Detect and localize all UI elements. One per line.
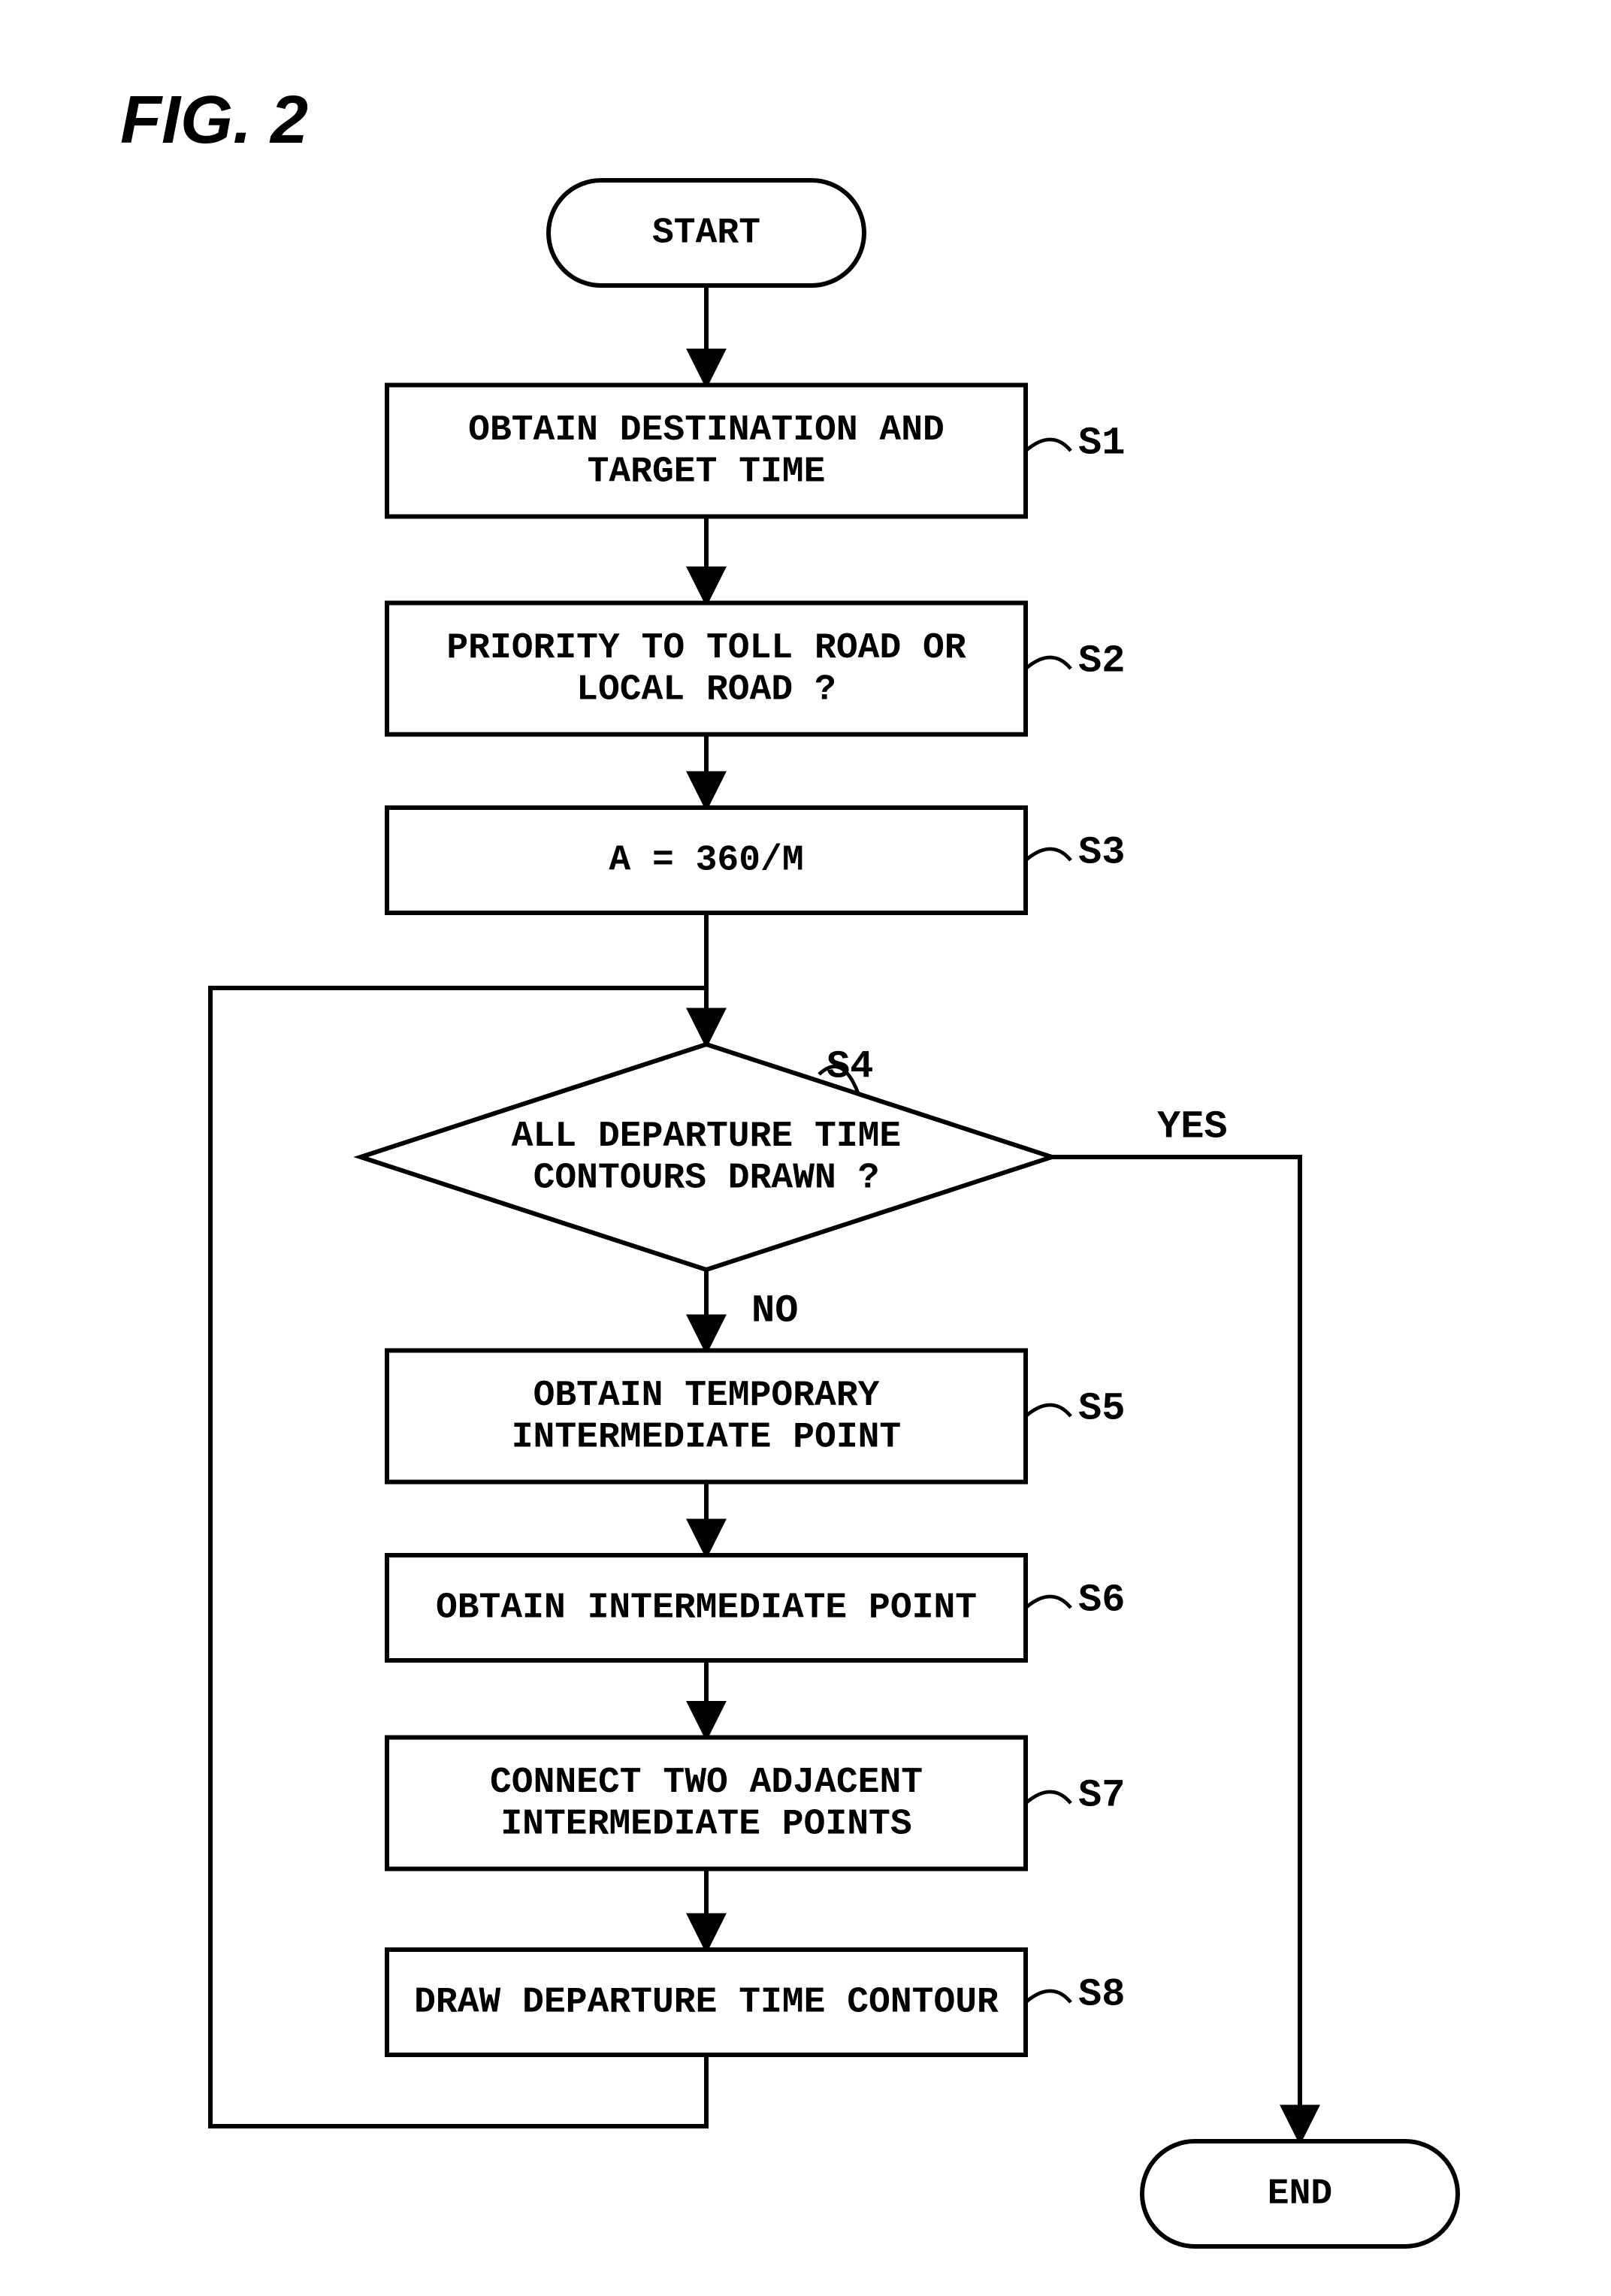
node-text: CONNECT TWO ADJACENT — [490, 1763, 923, 1803]
node-text: INTERMEDIATE POINT — [512, 1417, 901, 1458]
flow-node-s4: ALL DEPARTURE TIMECONTOURS DRAWN ? — [361, 1044, 1052, 1270]
step-label: S1 — [1078, 421, 1125, 466]
step-label-tick — [1026, 657, 1071, 669]
node-text: ALL DEPARTURE TIME — [512, 1116, 901, 1157]
edge-label: YES — [1157, 1105, 1228, 1150]
step-label: S4 — [827, 1045, 873, 1089]
node-text: DRAW DEPARTURE TIME CONTOUR — [414, 1983, 999, 2023]
step-label-tick — [1026, 440, 1071, 451]
flow-node-start: START — [549, 180, 864, 285]
step-label: S7 — [1078, 1774, 1125, 1818]
flow-node-s8: DRAW DEPARTURE TIME CONTOUR — [387, 1950, 1026, 2055]
step-label-tick — [1026, 1991, 1071, 2002]
flow-node-s2: PRIORITY TO TOLL ROAD ORLOCAL ROAD ? — [387, 603, 1026, 735]
step-label-tick — [1026, 1792, 1071, 1803]
node-text: START — [652, 213, 760, 254]
node-text: INTERMEDIATE POINTS — [500, 1804, 911, 1844]
flowchart-canvas: FIG. 2 NO YES START OBTAIN DESTINATION ANDTA… — [0, 0, 1611, 2296]
figure-title: FIG. 2 — [120, 83, 308, 158]
step-label-tick — [1026, 1597, 1071, 1608]
step-label: S3 — [1078, 831, 1125, 875]
node-text: LOCAL ROAD ? — [576, 669, 836, 710]
step-label: S6 — [1078, 1578, 1125, 1623]
flow-node-end: END — [1142, 2141, 1458, 2246]
node-text: CONTOURS DRAWN ? — [533, 1158, 880, 1198]
flow-node-s1: OBTAIN DESTINATION ANDTARGET TIME — [387, 385, 1026, 517]
step-label: S5 — [1078, 1387, 1125, 1431]
step-label-tick — [1026, 1405, 1071, 1416]
edge-label: NO — [751, 1289, 798, 1334]
node-text: OBTAIN TEMPORARY — [533, 1376, 880, 1416]
step-label: S8 — [1078, 1973, 1125, 2017]
step-label: S2 — [1078, 639, 1125, 684]
node-text: OBTAIN INTERMEDIATE POINT — [436, 1588, 977, 1629]
flow-node-s7: CONNECT TWO ADJACENTINTERMEDIATE POINTS — [387, 1738, 1026, 1869]
node-text: TARGET TIME — [588, 452, 826, 492]
flow-node-s3: A = 360/M — [387, 808, 1026, 913]
node-text: OBTAIN DESTINATION AND — [468, 410, 945, 451]
node-text: PRIORITY TO TOLL ROAD OR — [446, 628, 966, 669]
node-text: END — [1268, 2174, 1332, 2215]
flow-node-s5: OBTAIN TEMPORARYINTERMEDIATE POINT — [387, 1351, 1026, 1482]
flow-node-s6: OBTAIN INTERMEDIATE POINT — [387, 1555, 1026, 1660]
step-label-tick — [1026, 849, 1071, 860]
node-text: A = 360/M — [609, 841, 803, 881]
